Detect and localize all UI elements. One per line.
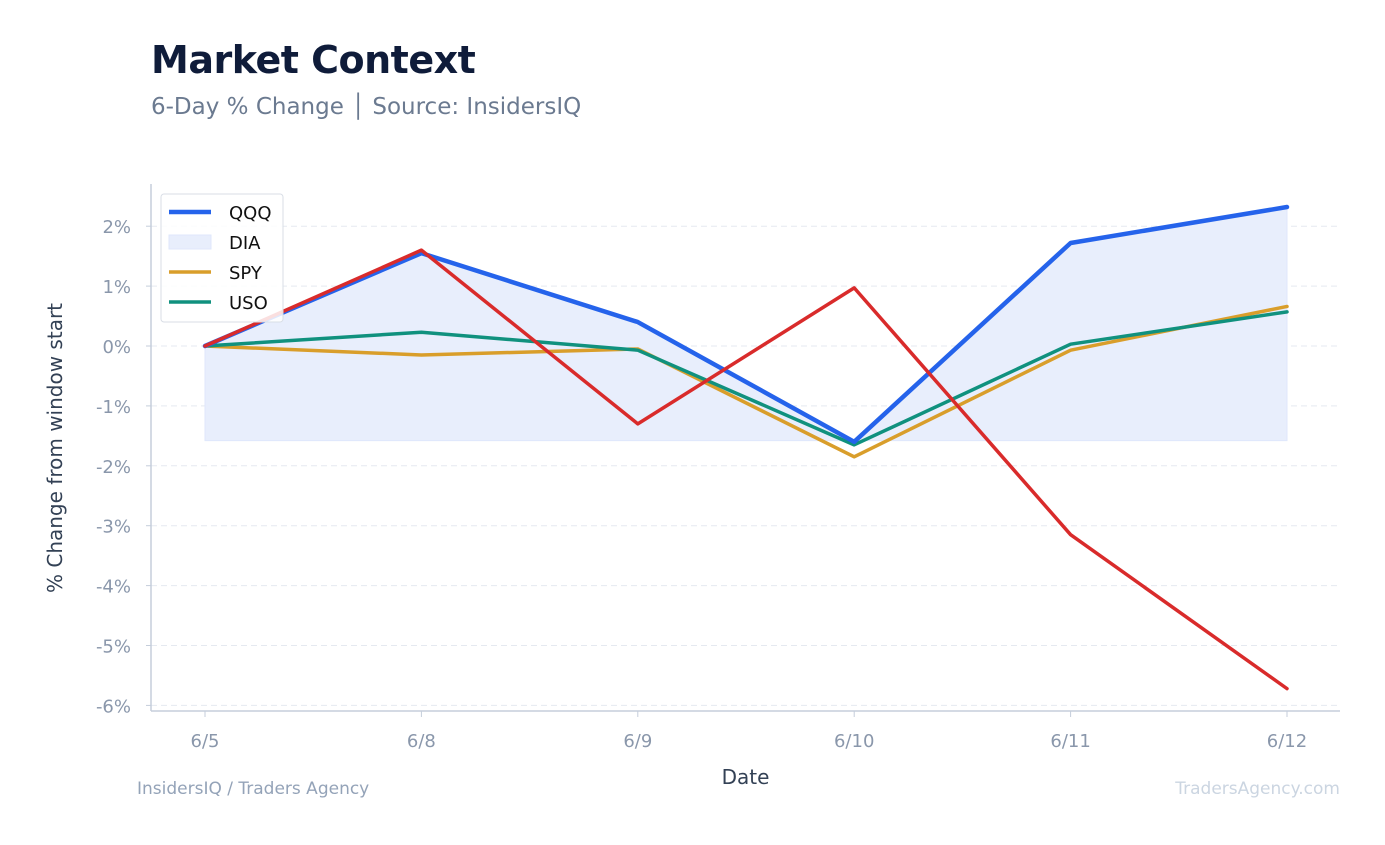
x-tick-label: 6/8 — [407, 731, 436, 752]
legend-label-dia: DIA — [229, 233, 261, 254]
y-tick-label: -1% — [96, 397, 131, 418]
x-tick-label: 6/10 — [834, 731, 874, 752]
legend-label-spy: SPY — [229, 263, 263, 284]
y-tick-labels: 2% 1% 0% -1% -2% -3% -4% -5% -6% — [96, 217, 151, 717]
legend-box — [160, 193, 284, 323]
x-tick-label: 6/9 — [623, 731, 652, 752]
series-line-uso — [203, 310, 1289, 447]
series-lines — [202, 204, 1290, 691]
x-tick-label: 6/5 — [191, 731, 220, 752]
footer-website: TradersAgency.com — [1175, 779, 1340, 799]
series-line-spy — [203, 304, 1289, 459]
series-line-qqq — [202, 204, 1290, 445]
y-tick-label: 1% — [102, 277, 131, 298]
x-tick-label: 6/11 — [1050, 731, 1090, 752]
x-tick-label: 6/12 — [1267, 731, 1307, 752]
y-tick-label: -5% — [96, 637, 131, 658]
y-axis-title: % Change from window start — [43, 303, 67, 593]
chart-subtitle: 6-Day % Change │ Source: InsidersIQ — [151, 94, 582, 120]
series-line-red — [203, 248, 1289, 691]
footer-credit: InsidersIQ / Traders Agency — [137, 779, 370, 799]
chart-title: Market Context — [151, 38, 476, 82]
y-tick-label: 0% — [102, 337, 131, 358]
y-tick-label: 2% — [102, 217, 131, 238]
axes — [150, 184, 1340, 712]
x-axis-title: Date — [722, 765, 770, 789]
y-tick-label: -3% — [96, 517, 131, 538]
x-tick-labels: 6/5 6/8 6/9 6/10 6/11 6/12 — [191, 711, 1307, 752]
dia-band — [204, 206, 1288, 443]
legend: QQQ DIA SPY USO — [160, 193, 284, 323]
y-tick-label: -4% — [96, 577, 131, 598]
legend-swatch-dia — [168, 234, 212, 250]
y-tick-label: -6% — [96, 696, 131, 717]
legend-label-uso: USO — [229, 293, 268, 314]
band-area-dia — [204, 206, 1288, 443]
legend-label-qqq: QQQ — [229, 203, 272, 224]
y-tick-label: -2% — [96, 457, 131, 478]
